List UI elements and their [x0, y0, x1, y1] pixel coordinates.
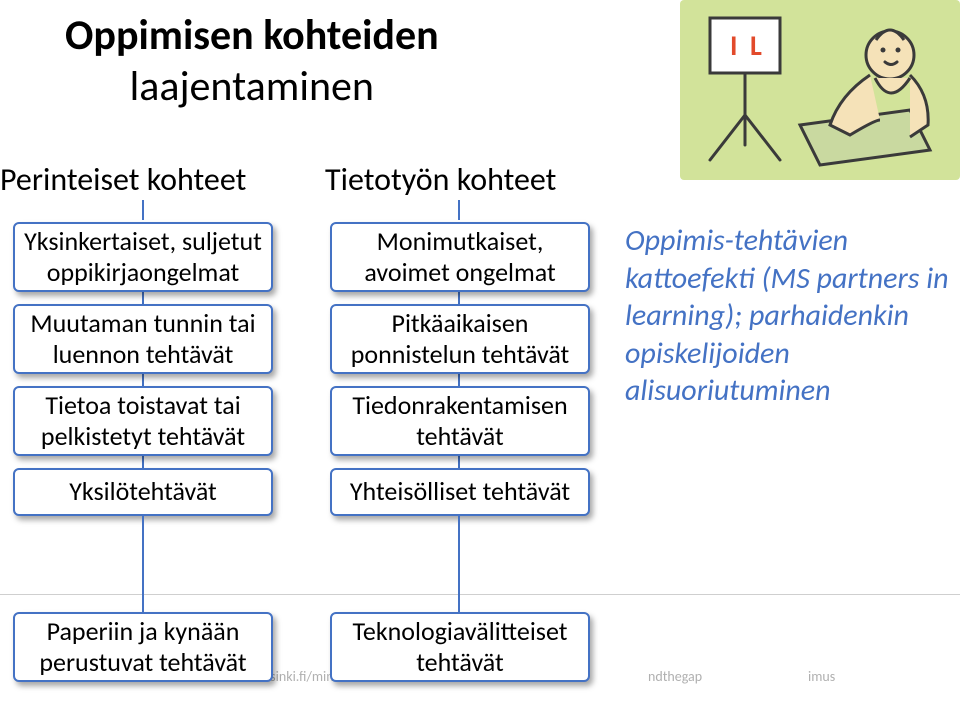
- right-node-4-text: Yhteisölliset tehtävät: [350, 476, 570, 507]
- left-connector-1: [142, 292, 144, 304]
- side-note: Oppimis-tehtävien kattoefekti (MS partne…: [625, 222, 960, 410]
- right-node-1: Monimutkaiset, avoimet ongelmat: [330, 222, 590, 292]
- footer-divider: [0, 594, 960, 595]
- svg-text:L: L: [750, 28, 762, 63]
- right-node-5: Teknologiavälitteiset tehtävät: [330, 612, 590, 682]
- person-easel-illustration: I L: [680, 0, 960, 180]
- left-node-1: Yksinkertaiset, suljetut oppikirjaongelm…: [13, 222, 273, 292]
- right-node-3: Tiedonrakentamisen tehtävät: [330, 386, 590, 456]
- left-connector-4: [142, 516, 144, 612]
- left-node-3: Tietoa toistavat tai pelkistetyt tehtävä…: [13, 386, 273, 456]
- left-node-2-text: Muutaman tunnin tai luennon tehtävät: [23, 308, 263, 370]
- right-tree-trunk: [458, 200, 460, 220]
- left-node-4-text: Yksilötehtävät: [69, 476, 217, 507]
- right-connector-1: [458, 292, 460, 304]
- left-node-3-text: Tietoa toistavat tai pelkistetyt tehtävä…: [23, 390, 263, 452]
- right-connector-3: [458, 456, 460, 468]
- title-line-1: Oppimisen kohteiden: [65, 10, 439, 61]
- title-line-2: laajentaminen: [65, 61, 439, 112]
- right-node-2: Pitkäaikaisen ponnistelun tehtävät: [330, 304, 590, 374]
- left-column-header: Perinteiset kohteet: [0, 160, 246, 199]
- left-node-4: Yksilötehtävät: [13, 468, 273, 516]
- left-node-2: Muutaman tunnin tai luennon tehtävät: [13, 304, 273, 374]
- right-node-4: Yhteisölliset tehtävät: [330, 468, 590, 516]
- left-connector-2: [142, 374, 144, 386]
- svg-text:I: I: [730, 28, 737, 63]
- footer-text-3: ndthegap: [648, 668, 702, 685]
- right-connector-4: [458, 516, 460, 612]
- right-connector-2: [458, 374, 460, 386]
- slide-title: Oppimisen kohteiden laajentaminen: [65, 10, 439, 112]
- left-node-1-text: Yksinkertaiset, suljetut oppikirjaongelm…: [23, 226, 263, 288]
- left-node-5-text: Paperiin ja kynään perustuvat tehtävät: [23, 616, 263, 678]
- left-node-5: Paperiin ja kynään perustuvat tehtävät: [13, 612, 273, 682]
- right-node-3-text: Tiedonrakentamisen tehtävät: [340, 390, 580, 452]
- left-tree-trunk: [142, 200, 144, 220]
- right-node-5-text: Teknologiavälitteiset tehtävät: [340, 616, 580, 678]
- right-node-2-text: Pitkäaikaisen ponnistelun tehtävät: [340, 308, 580, 370]
- left-connector-3: [142, 456, 144, 468]
- footer-text-4: imus: [808, 668, 835, 685]
- right-column-header: Tietotyön kohteet: [325, 160, 556, 199]
- right-node-1-text: Monimutkaiset, avoimet ongelmat: [340, 226, 580, 288]
